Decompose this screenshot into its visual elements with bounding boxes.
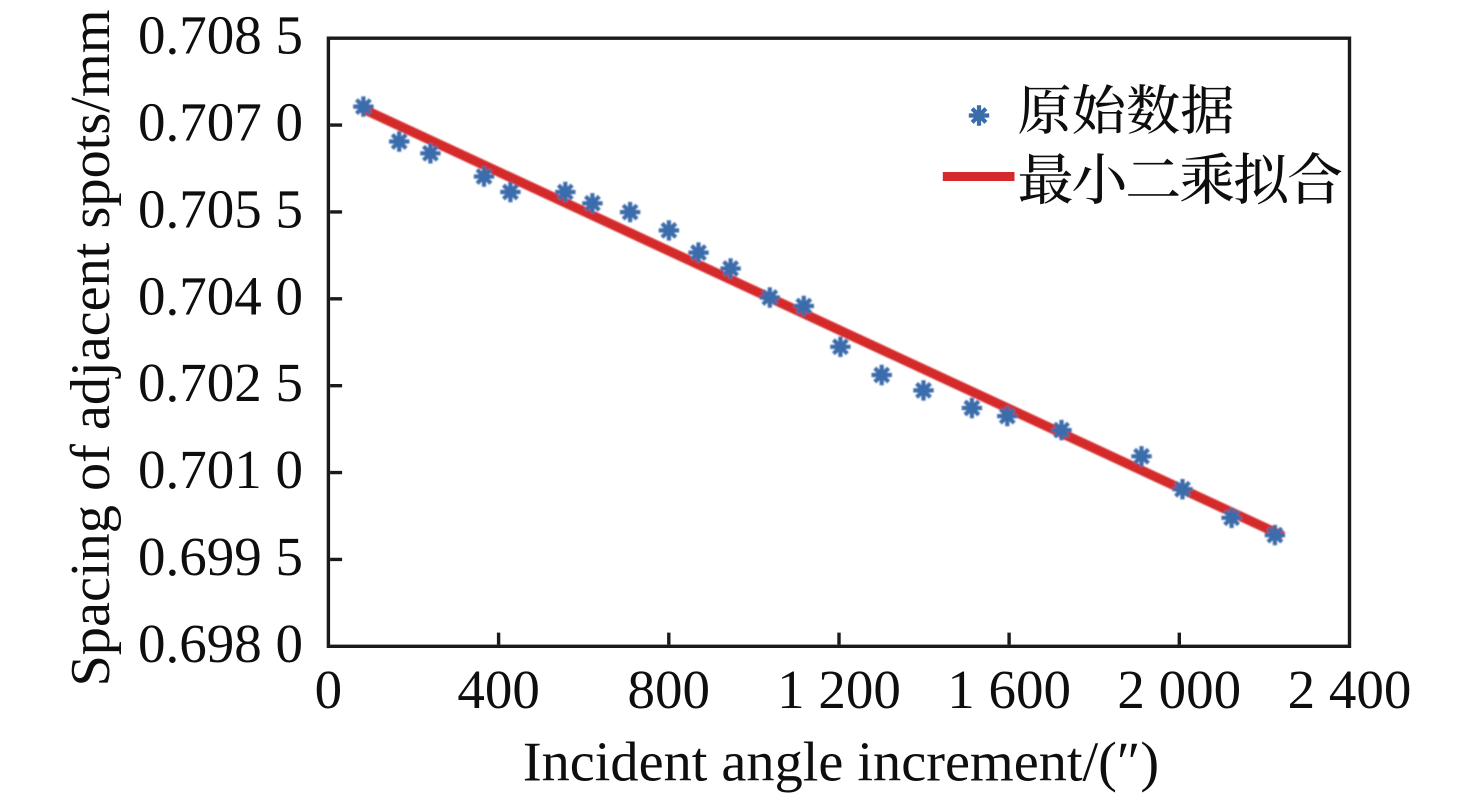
svg-text:2 000: 2 000 bbox=[1117, 659, 1241, 720]
svg-text:0.705 5: 0.705 5 bbox=[138, 178, 303, 239]
svg-text:0.699 5: 0.699 5 bbox=[138, 526, 303, 587]
svg-text:0.704 0: 0.704 0 bbox=[138, 265, 303, 326]
svg-text:0.702 5: 0.702 5 bbox=[138, 352, 303, 413]
svg-text:Incident angle increment/(″): Incident angle increment/(″) bbox=[523, 732, 1159, 794]
svg-text:1 200: 1 200 bbox=[777, 659, 901, 720]
svg-text:2 400: 2 400 bbox=[1288, 659, 1412, 720]
svg-text:0.701 0: 0.701 0 bbox=[138, 439, 303, 500]
svg-text:400: 400 bbox=[457, 659, 540, 720]
svg-text:0.698 0: 0.698 0 bbox=[138, 613, 303, 674]
svg-text:Spacing of adjacent spots/mm: Spacing of adjacent spots/mm bbox=[60, 10, 122, 687]
svg-text:1 600: 1 600 bbox=[947, 659, 1071, 720]
svg-text:800: 800 bbox=[628, 659, 711, 720]
svg-text:0.707 0: 0.707 0 bbox=[138, 92, 303, 153]
svg-text:0.708 5: 0.708 5 bbox=[138, 5, 303, 66]
svg-text:0: 0 bbox=[315, 659, 343, 720]
